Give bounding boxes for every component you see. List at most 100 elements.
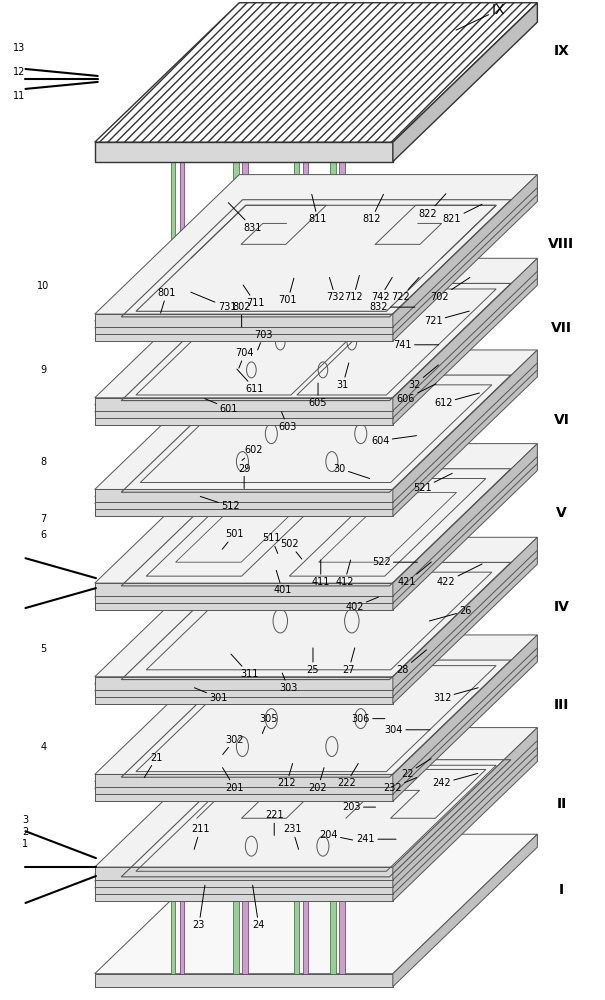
Text: 711: 711: [243, 285, 264, 308]
Text: 511: 511: [263, 533, 281, 553]
Text: 27: 27: [342, 648, 355, 675]
Polygon shape: [95, 774, 393, 787]
Text: 604: 604: [371, 436, 416, 446]
Text: III: III: [554, 698, 569, 712]
Text: 602: 602: [242, 445, 263, 460]
Polygon shape: [95, 635, 537, 774]
Polygon shape: [393, 444, 537, 596]
Text: 303: 303: [279, 673, 298, 693]
Text: 232: 232: [383, 778, 417, 793]
Text: 412: 412: [335, 560, 354, 587]
Polygon shape: [393, 364, 537, 516]
Polygon shape: [95, 597, 393, 610]
Text: 811: 811: [309, 194, 327, 224]
Text: 305: 305: [259, 714, 278, 734]
Text: 24: 24: [252, 885, 265, 930]
Text: 31: 31: [336, 363, 349, 390]
Text: 26: 26: [430, 606, 472, 621]
Text: V: V: [556, 506, 567, 520]
Text: 421: 421: [398, 562, 431, 587]
Text: 212: 212: [277, 763, 296, 788]
Text: 201: 201: [223, 768, 244, 793]
Polygon shape: [95, 735, 537, 874]
Bar: [171, 107, 175, 974]
Text: 304: 304: [385, 725, 430, 735]
Bar: [339, 107, 345, 974]
Polygon shape: [95, 974, 393, 987]
Polygon shape: [393, 458, 537, 610]
Polygon shape: [95, 272, 537, 412]
Polygon shape: [95, 677, 393, 690]
Text: 812: 812: [362, 194, 384, 224]
Polygon shape: [95, 314, 393, 327]
Text: 701: 701: [279, 278, 297, 305]
Polygon shape: [95, 551, 537, 691]
Polygon shape: [393, 357, 537, 509]
Text: 732: 732: [326, 277, 345, 302]
Text: 4: 4: [41, 742, 47, 752]
Text: 13: 13: [13, 43, 25, 53]
Polygon shape: [95, 458, 537, 597]
Polygon shape: [393, 649, 537, 801]
Text: I: I: [559, 883, 564, 897]
Polygon shape: [95, 749, 537, 888]
Bar: [294, 107, 299, 974]
Polygon shape: [95, 781, 393, 794]
Polygon shape: [95, 182, 537, 321]
Polygon shape: [95, 265, 537, 405]
Text: 612: 612: [434, 393, 479, 408]
Text: VI: VI: [554, 413, 569, 427]
Text: 312: 312: [433, 688, 478, 703]
Polygon shape: [393, 728, 537, 880]
Polygon shape: [95, 489, 393, 502]
Text: 402: 402: [345, 597, 379, 612]
Text: 3: 3: [22, 815, 28, 825]
Polygon shape: [393, 265, 537, 418]
Text: 822: 822: [419, 194, 446, 219]
Polygon shape: [95, 496, 393, 509]
Polygon shape: [95, 881, 393, 894]
Polygon shape: [95, 742, 537, 881]
Polygon shape: [393, 451, 537, 603]
Text: 411: 411: [312, 560, 330, 587]
Polygon shape: [95, 691, 393, 704]
Text: 221: 221: [265, 810, 284, 835]
Polygon shape: [95, 451, 537, 590]
Text: 1: 1: [22, 839, 28, 849]
Text: 731: 731: [191, 292, 236, 312]
Text: 606: 606: [397, 384, 436, 404]
Text: 722: 722: [391, 277, 419, 302]
Polygon shape: [95, 175, 537, 314]
Text: IV: IV: [554, 600, 569, 614]
Text: 7: 7: [41, 514, 47, 524]
Text: IX: IX: [554, 44, 569, 58]
Text: 11: 11: [13, 91, 25, 101]
Polygon shape: [95, 788, 393, 801]
Text: 712: 712: [344, 275, 362, 302]
Polygon shape: [393, 3, 537, 162]
Text: 10: 10: [38, 281, 50, 291]
Polygon shape: [95, 3, 537, 142]
Text: 522: 522: [372, 557, 417, 567]
Polygon shape: [95, 398, 393, 411]
Text: 422: 422: [437, 564, 482, 587]
Polygon shape: [95, 364, 537, 503]
Text: 611: 611: [237, 369, 264, 394]
Polygon shape: [95, 357, 537, 496]
Text: 9: 9: [41, 365, 47, 375]
Polygon shape: [95, 583, 393, 596]
Polygon shape: [95, 328, 393, 341]
Text: 30: 30: [333, 464, 370, 478]
Text: 29: 29: [238, 464, 250, 488]
Polygon shape: [393, 834, 537, 987]
Polygon shape: [95, 642, 537, 781]
Text: 222: 222: [337, 763, 358, 788]
Polygon shape: [95, 503, 393, 516]
Text: 302: 302: [223, 735, 244, 754]
Polygon shape: [95, 142, 393, 162]
Polygon shape: [393, 537, 537, 690]
Text: 231: 231: [283, 824, 302, 849]
Polygon shape: [95, 888, 393, 901]
Text: 2: 2: [22, 827, 28, 837]
Polygon shape: [393, 742, 537, 894]
